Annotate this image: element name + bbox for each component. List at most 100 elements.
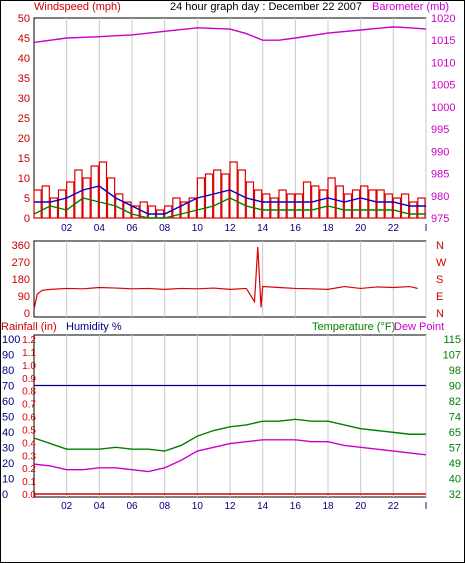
y-temperature-tick-label: 90: [449, 381, 461, 393]
left-axis-label-1: Windspeed (mph): [34, 1, 121, 13]
y-left-tick-label: 10: [18, 173, 30, 185]
chart-title: 24 hour graph day : December 22 2007: [170, 1, 362, 13]
y-humidity-tick-label: 50: [2, 412, 14, 424]
y-temperature-tick-label: 65: [449, 427, 461, 439]
compass-label: S: [436, 274, 443, 286]
x-tick-label: 18: [322, 223, 334, 234]
y-direction-tick-label: 360: [12, 240, 30, 252]
wind-bar: [172, 197, 181, 219]
temperature-label: Temperature (°F): [312, 321, 395, 333]
x-tick-label: 12: [224, 223, 236, 234]
x-tick-label: I: [425, 501, 428, 512]
y-rain-tick-label: 0.8: [22, 387, 36, 398]
wind-bar: [188, 197, 197, 219]
wind-green-line: [33, 197, 426, 219]
y-temperature-tick-label: 74: [449, 412, 461, 424]
x-tick-label: 22: [388, 223, 400, 234]
y-humidity-tick-label: 20: [2, 458, 14, 470]
y-humidity-tick-label: 40: [2, 427, 14, 439]
y-direction-tick-label: 90: [18, 291, 30, 303]
wind-bar: [376, 189, 385, 219]
compass-label: E: [436, 291, 443, 303]
y-left-ticks-2: 0 90 180 270 360: [12, 240, 30, 320]
y-rain-tick-label: 0.6: [22, 413, 36, 424]
y-left-ticks-1: 0 5 10 15 20 25 30 35 40 45 50: [18, 13, 30, 225]
y-temperature-tick-label: 82: [449, 396, 461, 408]
y-rain-tick-label: 0.7: [22, 400, 36, 411]
y-right-tick-label: 990: [431, 146, 449, 158]
x-tick-label: 02: [61, 501, 73, 512]
y-temperature-ticks: 32 40 49 57 65 74 82 90 98 107 115: [443, 334, 461, 501]
y-rain-tick-label: 0.0: [22, 490, 36, 501]
grid-lines-1: [66, 18, 427, 218]
wind-bar: [180, 201, 189, 219]
y-right-tick-label: 975: [431, 213, 449, 225]
wind-direction-line: [33, 246, 418, 310]
x-tick-label: 18: [322, 501, 334, 512]
y-left-tick-label: 25: [18, 113, 30, 125]
x-tick-label: 14: [257, 223, 269, 234]
y-left-tick-label: 0: [24, 213, 30, 225]
y-rain-tick-label: 0.1: [22, 477, 36, 488]
series-group-3: [33, 384, 427, 495]
wind-bar: [302, 181, 312, 219]
right-axis-label-1: Barometer (mb): [372, 1, 449, 13]
wind-bar: [262, 193, 271, 219]
wind-bar: [66, 181, 75, 219]
y-temperature-tick-label: 107: [443, 350, 461, 362]
y-left-tick-label: 45: [18, 33, 30, 45]
y-direction-tick-label: 270: [12, 257, 30, 269]
y-rain-tick-label: 0.2: [22, 464, 36, 475]
compass-label: W: [436, 257, 447, 269]
wind-bar: [384, 193, 393, 219]
wind-bar: [343, 193, 353, 219]
y-right-tick-label: 980: [431, 191, 449, 203]
y-humidity-tick-label: 80: [2, 365, 14, 377]
y-left-tick-label: 20: [18, 133, 30, 145]
x-tick-label: 02: [61, 223, 73, 234]
y-temperature-tick-label: 115: [443, 334, 461, 346]
y-humidity-tick-label: 0: [2, 489, 8, 501]
wind-bar: [278, 189, 287, 219]
x-tick-label: 12: [224, 501, 236, 512]
y-temperature-tick-label: 49: [449, 458, 461, 470]
y-humidity-tick-label: 30: [2, 443, 14, 455]
x-tick-label: 22: [388, 501, 400, 512]
y-right-tick-label: 1010: [431, 57, 455, 69]
y-rain-ticks: 0.0 0.1 0.2 0.3 0.4 0.50.6 0.7 0.8 0.9 1.0 1.1 1.2: [22, 335, 36, 501]
compass-label: N: [436, 240, 444, 252]
y-right-ticks-1: 975 980 985 990 995 1000 1005 1010 1015 1020: [431, 13, 455, 225]
wind-bar: [57, 189, 67, 219]
x-tick-label: 20: [355, 223, 367, 234]
wind-bar: [221, 173, 230, 219]
compass-label: N: [436, 308, 444, 320]
x-tick-label: 20: [355, 501, 367, 512]
wind-bar: [270, 197, 279, 219]
wind-bar: [294, 193, 304, 219]
wind-bar: [360, 185, 369, 219]
wind-bar: [253, 189, 263, 219]
y-left-tick-label: 5: [24, 193, 30, 205]
wind-bar: [98, 161, 108, 219]
wind-bar: [351, 189, 361, 219]
y-rain-tick-label: 1.0: [22, 361, 36, 372]
humidity-label: Humidity %: [66, 321, 122, 333]
x-tick-label: 08: [159, 501, 171, 512]
x-tick-label: 04: [94, 223, 106, 234]
y-rain-tick-label: 0.9: [22, 374, 36, 385]
x-ticks-1: 02 04 06 08 10 12 14 16 18 20 22 I: [61, 223, 427, 234]
y-temperature-tick-label: 98: [449, 365, 461, 377]
y-right-tick-label: 995: [431, 124, 449, 136]
x-tick-label: 16: [290, 501, 302, 512]
x-tick-label: 16: [290, 223, 302, 234]
y-humidity-tick-label: 100: [2, 334, 20, 346]
wind-average-line: [34, 185, 426, 215]
x-ticks-3: 02 04 06 08 10 12 14 16 18 20 22 I: [61, 501, 427, 512]
y-rain-tick-label: 0.5: [22, 425, 36, 436]
wind-bar: [131, 205, 140, 219]
temperature-line: [33, 418, 426, 452]
x-tick-label: 10: [192, 223, 204, 234]
